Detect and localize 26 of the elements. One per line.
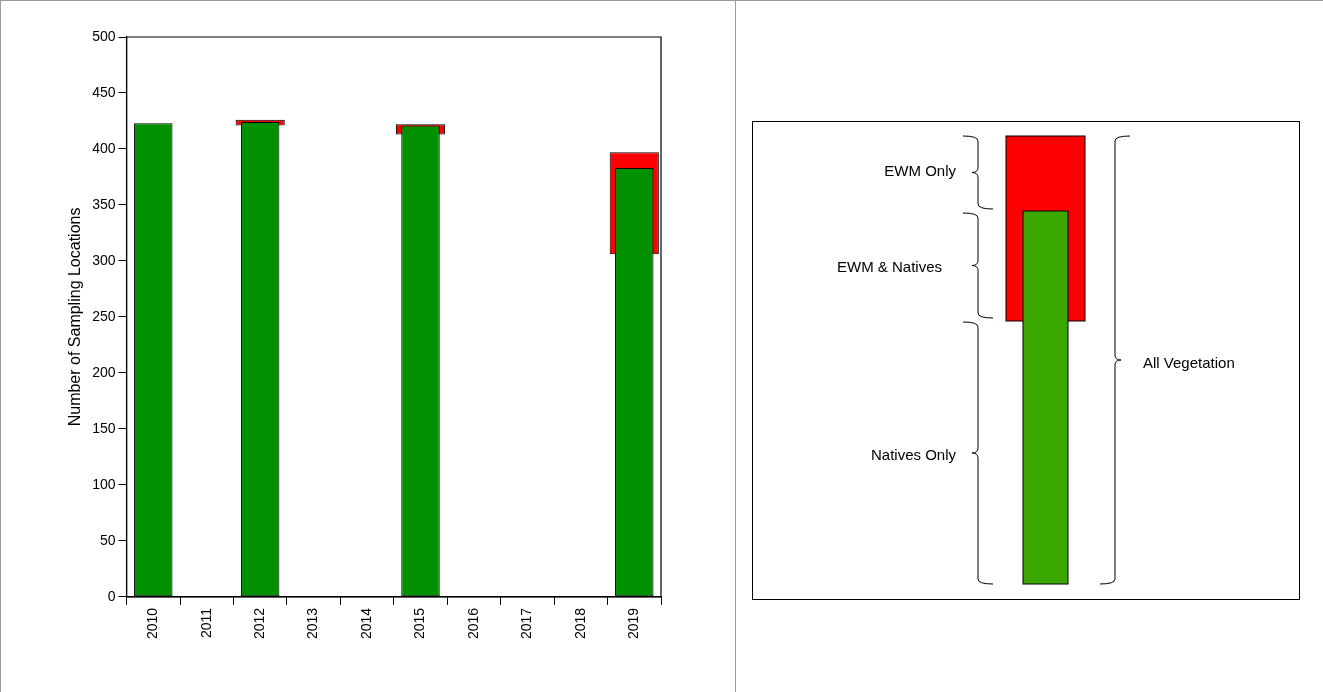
y-tick-label: 100 xyxy=(92,475,116,492)
y-tick-label: 500 xyxy=(92,27,116,44)
x-tick-label: 2010 xyxy=(144,607,161,640)
x-tick-label: 2016 xyxy=(464,607,481,640)
text: EWM Only xyxy=(884,162,956,179)
text: All Vegetation xyxy=(1143,354,1235,371)
text: Natives Only xyxy=(870,446,956,463)
x-tick-label: 2019 xyxy=(625,607,642,640)
y-tick-label: 300 xyxy=(92,251,116,268)
x-tick-label: 2012 xyxy=(251,607,268,640)
x-tick-label: 2013 xyxy=(304,607,321,640)
y-tick-label: 50 xyxy=(99,531,116,548)
x-tick-label: 2011 xyxy=(197,607,214,638)
y-tick-label: 250 xyxy=(92,307,116,324)
y-tick-label: 450 xyxy=(92,83,116,100)
y-tick-label: 400 xyxy=(92,139,116,156)
y-tick-label: 0 xyxy=(107,587,116,604)
x-tick-label: 2017 xyxy=(518,607,535,640)
text: EWM & Natives xyxy=(836,258,942,275)
y-tick-label: 350 xyxy=(92,195,116,212)
x-tick-label: 2015 xyxy=(411,607,428,640)
x-tick-label: 2018 xyxy=(571,607,588,640)
x-tick-label: 2014 xyxy=(357,607,374,640)
y-tick-label: 150 xyxy=(92,419,116,436)
y-tick-label: 200 xyxy=(92,363,116,380)
y-axis-title: Number of Sampling Locations xyxy=(66,207,84,427)
